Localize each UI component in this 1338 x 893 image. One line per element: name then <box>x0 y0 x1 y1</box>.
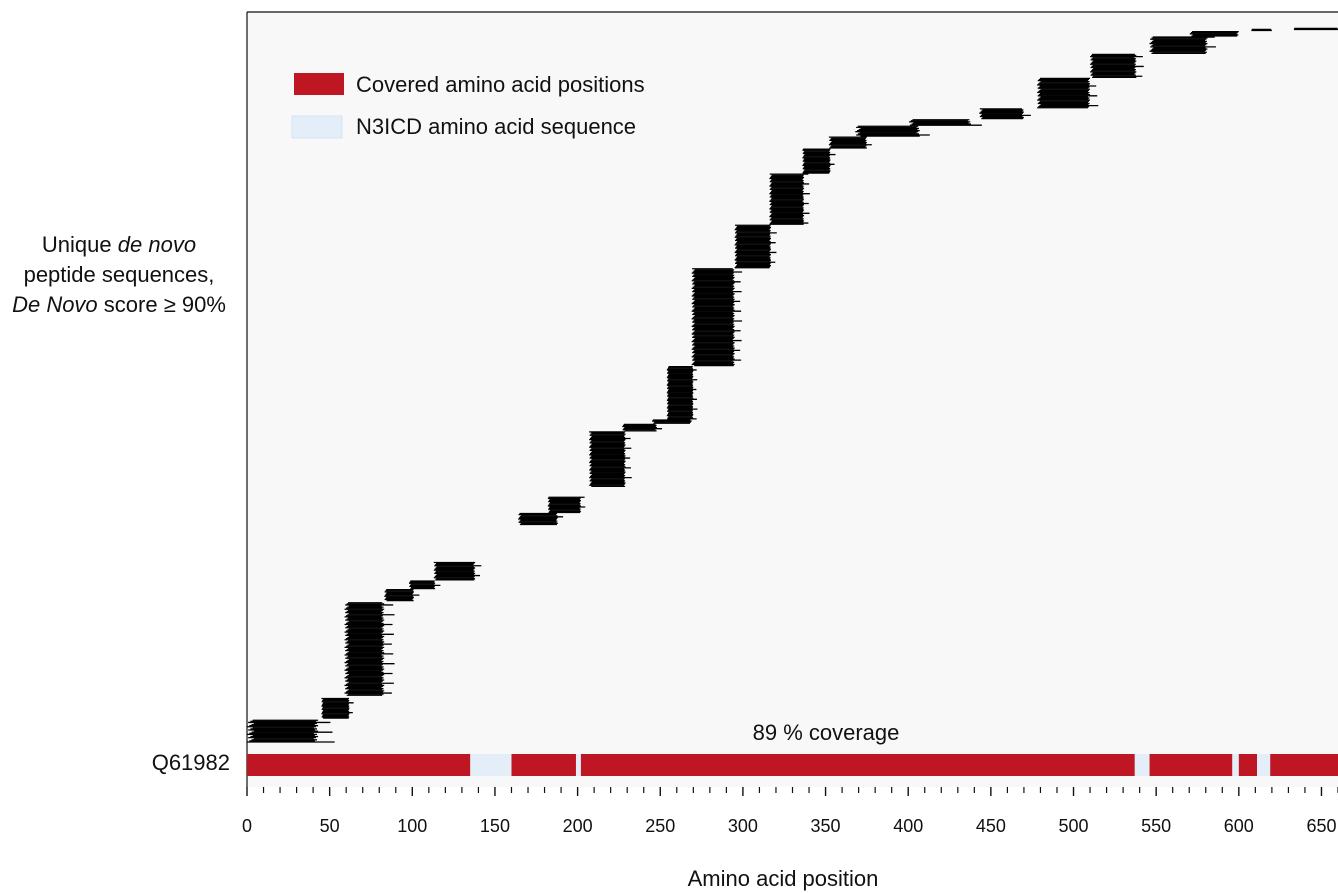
x-tick-label: 150 <box>480 816 510 836</box>
x-tick-label: 650 <box>1306 816 1336 836</box>
peptide-cluster <box>802 148 836 174</box>
peptide-cluster <box>344 602 395 696</box>
peptide-cluster <box>384 589 420 602</box>
peptide-cluster <box>247 719 335 743</box>
peptide-cluster <box>622 423 662 432</box>
peptide-cluster <box>734 224 777 269</box>
peptide-cluster <box>1037 77 1099 109</box>
covered-segment <box>511 754 576 776</box>
peptide-cluster <box>979 108 1031 120</box>
peptide-cluster <box>909 119 982 126</box>
peptide-cluster <box>666 366 698 420</box>
covered-segment <box>1270 754 1338 776</box>
covered-segment <box>1238 754 1258 776</box>
plot-background <box>247 12 1338 787</box>
peptide-cluster <box>828 136 872 149</box>
peptide-cluster <box>855 125 930 137</box>
x-tick-label: 550 <box>1141 816 1171 836</box>
protein-id-label: Q61982 <box>151 750 230 775</box>
peptide-cluster <box>518 512 564 526</box>
x-tick-label: 600 <box>1224 816 1254 836</box>
x-tick-label: 300 <box>728 816 758 836</box>
x-tick-label: 400 <box>893 816 923 836</box>
peptide-cluster <box>691 268 743 367</box>
legend-swatch-covered <box>294 73 344 95</box>
x-axis-label: Amino acid position <box>687 866 879 891</box>
peptide-cluster <box>433 561 482 581</box>
y-axis-label: Unique de novo peptide sequences, De Nov… <box>12 232 226 317</box>
peptide-cluster <box>1090 53 1144 78</box>
peptide-cluster <box>651 419 692 424</box>
covered-segment <box>580 754 1135 776</box>
coverage-label: 89 % coverage <box>752 720 900 745</box>
peptide-cluster <box>408 580 441 590</box>
peptide-cluster <box>321 697 354 719</box>
peptide-cluster <box>589 431 632 487</box>
peptide-cluster <box>547 496 586 514</box>
legend-swatch-sequence <box>291 115 343 139</box>
peptide-cluster <box>1293 27 1338 31</box>
peptide-cluster <box>1251 28 1272 32</box>
legend-label-covered: Covered amino acid positions <box>356 72 645 97</box>
legend-label-sequence: N3ICD amino acid sequence <box>356 114 636 139</box>
x-tick-label: 50 <box>320 816 340 836</box>
peptide-cluster <box>1189 30 1239 37</box>
x-tick-label: 200 <box>563 816 593 836</box>
covered-segment <box>1149 754 1233 776</box>
x-tick-label: 450 <box>976 816 1006 836</box>
x-tick-label: 500 <box>1058 816 1088 836</box>
peptide-cluster <box>1149 36 1216 55</box>
covered-segment <box>247 754 471 776</box>
x-tick-label: 100 <box>397 816 427 836</box>
x-tick-label: 350 <box>811 816 841 836</box>
x-tick-label: 250 <box>645 816 675 836</box>
x-tick-label: 0 <box>242 816 252 836</box>
peptide-cluster <box>769 173 810 225</box>
